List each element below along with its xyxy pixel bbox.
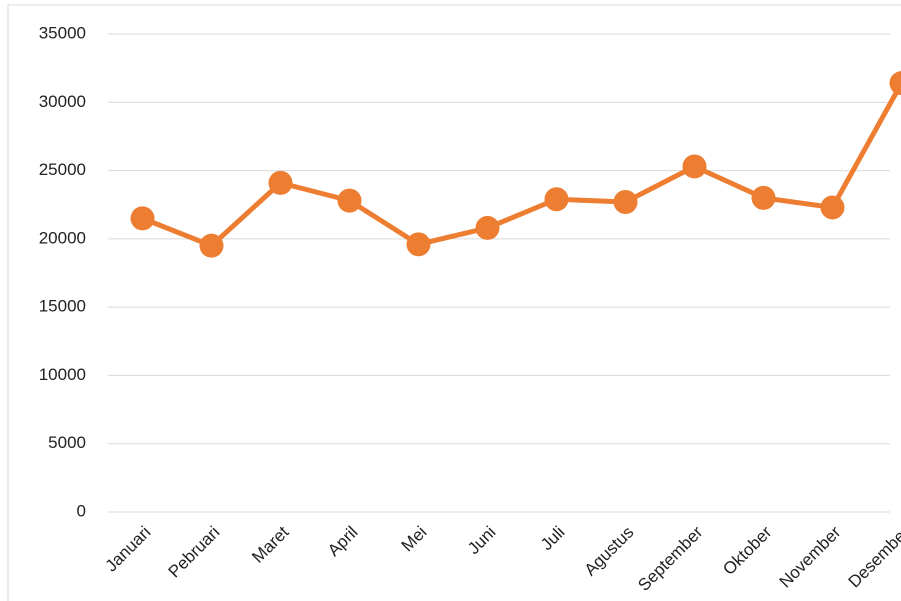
y-tick-label: 30000 xyxy=(39,92,86,111)
y-tick-label: 25000 xyxy=(39,160,86,179)
marker xyxy=(406,232,431,257)
y-tick-label: 35000 xyxy=(39,23,86,42)
marker xyxy=(337,188,362,213)
marker xyxy=(268,170,293,195)
marker xyxy=(475,215,500,240)
marker xyxy=(544,187,569,212)
marker xyxy=(130,206,155,231)
y-tick-label: 0 xyxy=(77,501,86,520)
marker xyxy=(613,189,638,214)
marker xyxy=(751,185,776,210)
marker xyxy=(682,154,707,179)
chart-frame xyxy=(7,4,901,601)
marker xyxy=(889,71,901,96)
y-tick-label: 20000 xyxy=(39,228,86,247)
marker xyxy=(820,195,845,220)
y-tick-label: 10000 xyxy=(39,365,86,384)
marker xyxy=(199,233,224,258)
y-tick-label: 15000 xyxy=(39,297,86,316)
y-tick-label: 5000 xyxy=(48,433,86,452)
